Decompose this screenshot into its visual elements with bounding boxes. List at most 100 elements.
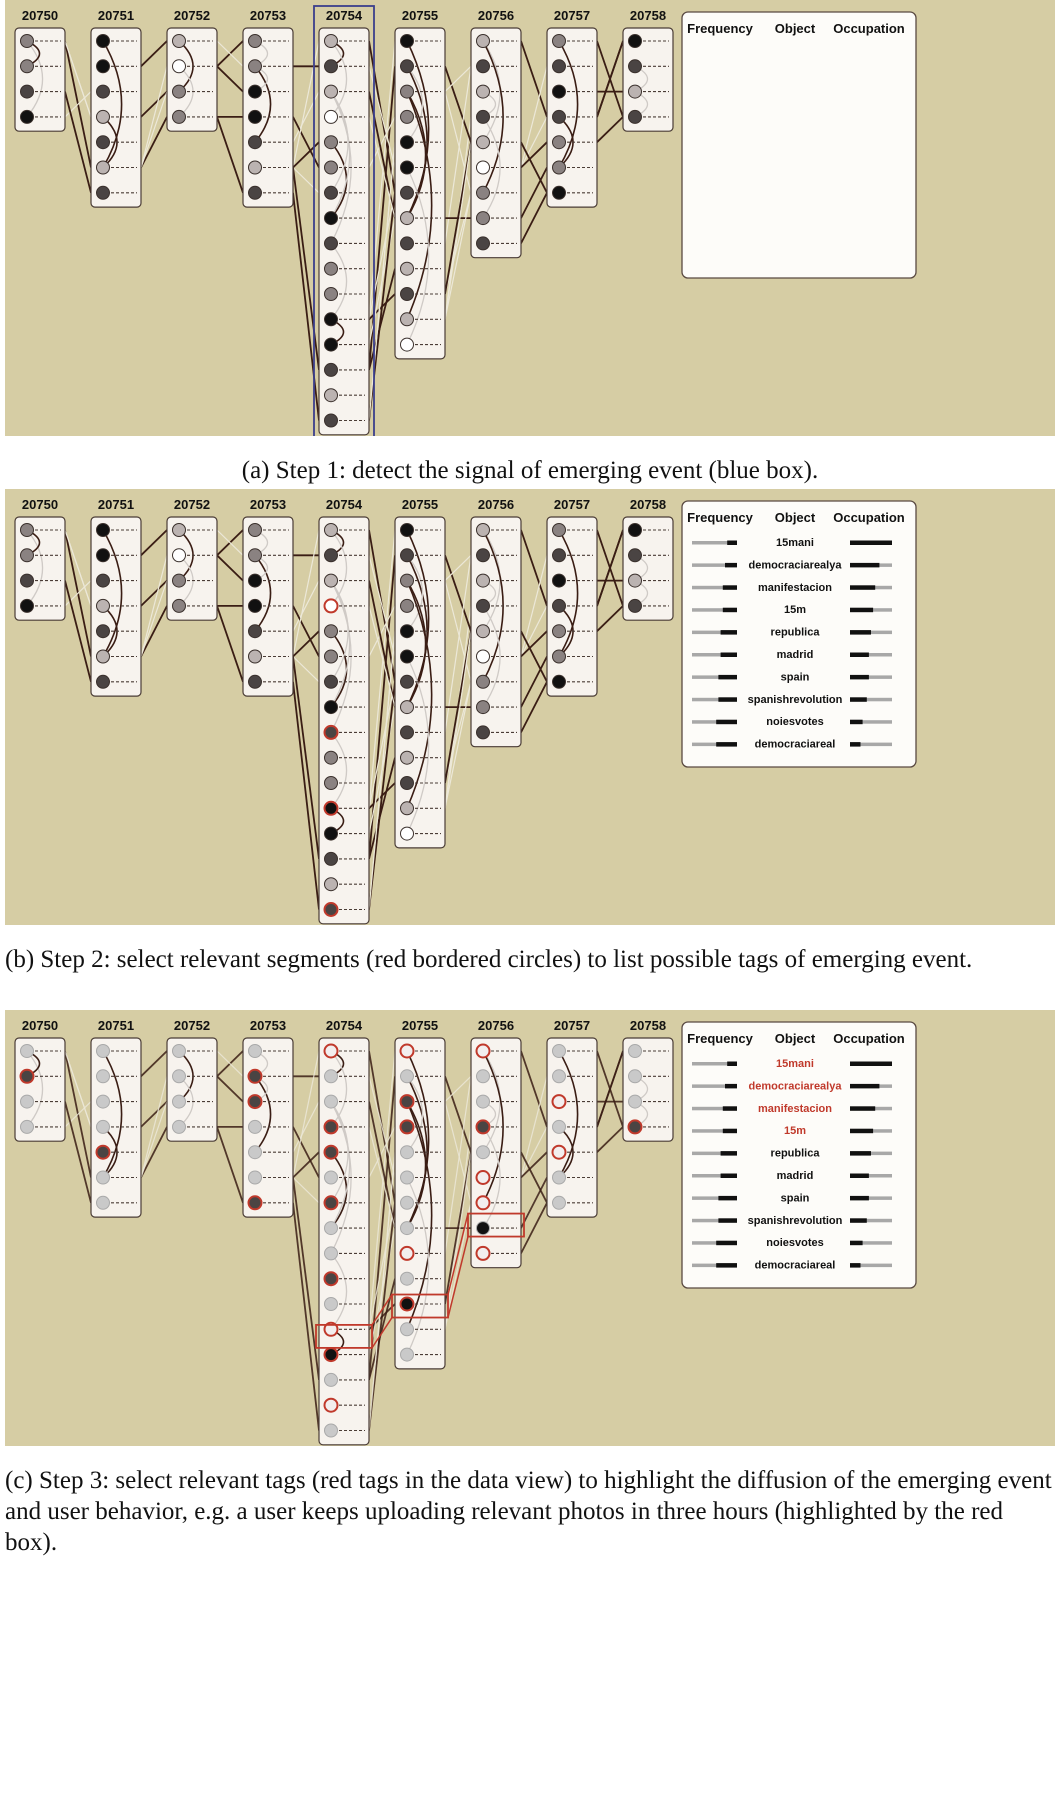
tag-label: 15mani	[776, 1058, 814, 1070]
connection-edge	[368, 1202, 396, 1431]
intra-segment-arc	[482, 1050, 501, 1153]
frequency-bar-track	[692, 1241, 736, 1245]
segment-node	[400, 1069, 414, 1084]
caption-step-2: (b) Step 2: select relevant segments (re…	[5, 946, 973, 973]
user-trail-link	[447, 1213, 469, 1295]
connection-edge	[596, 1050, 624, 1128]
timestamp-label: 20750	[22, 1018, 58, 1033]
occupation-bar-track	[850, 720, 892, 724]
connection-edge	[292, 167, 320, 194]
segment-node	[324, 1069, 338, 1084]
segment-node	[324, 337, 338, 352]
segment-node	[324, 413, 338, 428]
segment-node	[172, 109, 186, 124]
connection-edge	[444, 1076, 472, 1153]
connection-edge	[444, 681, 472, 784]
connection-edge	[292, 580, 320, 632]
data-view-header: Frequency	[687, 21, 754, 36]
intra-segment-arc	[26, 529, 44, 607]
connection-edge	[444, 631, 472, 809]
segment-node	[248, 624, 262, 639]
segment-node	[552, 185, 566, 200]
connection-edge	[444, 1202, 472, 1330]
frequency-bar-track	[692, 653, 736, 657]
occupation-bar-track	[850, 653, 892, 657]
tag-row: spanishrevolution	[692, 694, 892, 706]
segment-node	[400, 1221, 414, 1236]
tag-row: 15mani	[692, 1058, 892, 1070]
tag-label: noiesvotes	[766, 716, 823, 728]
segment-node	[476, 236, 490, 251]
tag-label: manifestacion	[758, 1103, 832, 1115]
panel-step-3: 20750 20751 20752 20753 20754 20755 20756 20757…	[5, 1010, 1055, 1446]
connection-edge	[292, 1177, 320, 1204]
connection-edge	[368, 1202, 396, 1330]
timestamp-label: 20751	[98, 1018, 134, 1033]
user-trail-red-box	[315, 1323, 373, 1349]
tag-row: democraciarealya	[692, 559, 892, 571]
connection-edge	[292, 116, 320, 168]
frequency-bar-value	[727, 540, 737, 545]
connection-edge	[368, 1152, 396, 1431]
frequency-bar-track	[692, 541, 736, 545]
intra-segment-arc	[406, 65, 424, 143]
timestamp-label: 20750	[22, 497, 58, 512]
segment-node	[324, 109, 338, 124]
occupation-bar-value	[850, 630, 871, 635]
connection-edge	[520, 1126, 548, 1178]
intra-segment-arc	[406, 554, 424, 632]
caption-step-1: (a) Step 1: detect the signal of emergin…	[241, 457, 819, 484]
timestamp-label: 20753	[250, 8, 286, 23]
segment-node	[476, 1221, 490, 1236]
segment-node	[323, 1144, 339, 1160]
intra-segment-arc	[254, 554, 272, 632]
segment-node	[324, 1246, 338, 1261]
occupation-bar-value	[850, 585, 876, 590]
segment-node	[628, 109, 642, 124]
segment-column: 20757	[546, 497, 598, 697]
connection-edge	[216, 554, 244, 582]
segment-node	[400, 725, 414, 740]
frequency-bar-value	[716, 1240, 737, 1246]
frequency-bar-track	[692, 630, 736, 635]
connection-edge	[444, 1075, 472, 1103]
connection-edge	[444, 631, 472, 784]
segment-node	[96, 1044, 110, 1058]
tag-label: democraciarealya	[749, 559, 843, 571]
segment-node	[96, 1170, 110, 1185]
data-view-header: Object	[775, 1031, 816, 1046]
tag-label: democraciareal	[755, 739, 836, 751]
connection-edge	[64, 1050, 92, 1128]
frequency-bar-value	[720, 1173, 737, 1178]
segment-node	[96, 109, 110, 124]
user-trail-link	[447, 1236, 469, 1318]
segment-node	[323, 1119, 339, 1135]
segment-node	[476, 523, 490, 537]
timeline-view-step-1: 20750 20751 20752 20753 20754 20755 20756 20757…	[14, 5, 917, 436]
segment-node	[552, 1044, 566, 1058]
segment-node	[400, 573, 414, 588]
connection-edge	[368, 605, 396, 657]
connection-edge	[520, 529, 548, 607]
connection-edge	[520, 192, 548, 244]
segment-node	[399, 1245, 415, 1261]
connection-edge	[520, 1177, 548, 1229]
segment-column: 20752	[166, 1018, 218, 1142]
segment-column: 20755	[394, 497, 446, 849]
connection-edge	[596, 605, 624, 632]
connection-edge	[292, 605, 320, 657]
segment-node	[476, 34, 490, 48]
segment-node	[248, 573, 262, 588]
data-view: Frequency Object Occupation 15mani democraci…	[681, 1021, 917, 1289]
segment-node	[400, 598, 414, 613]
frequency-bar-value	[720, 1151, 737, 1156]
segment-node	[324, 84, 338, 99]
tag-row: 15mani	[692, 537, 892, 549]
connection-edge	[368, 757, 396, 860]
connection-edge	[368, 681, 396, 910]
tag-row: manifestacion	[692, 582, 892, 594]
occupation-bar-track	[850, 675, 892, 679]
timestamp-label: 20752	[174, 8, 210, 23]
connection-edge	[64, 40, 92, 118]
connection-edge	[292, 529, 320, 657]
